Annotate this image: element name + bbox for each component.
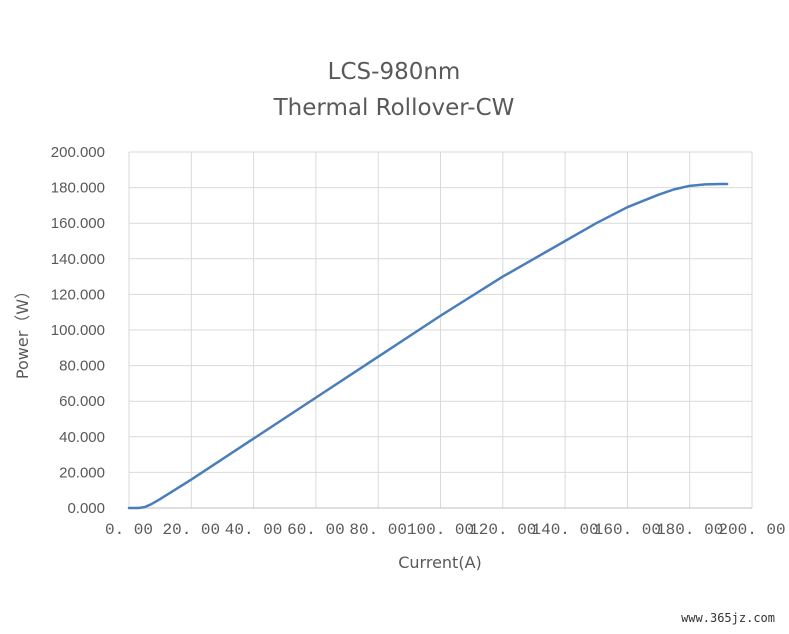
x-tick-label: 120. 00 — [469, 521, 536, 539]
x-tick-label: 180. 00 — [656, 521, 723, 539]
x-tick-label: 40. 00 — [225, 521, 283, 539]
x-tick-label: 200. 00 — [718, 521, 785, 539]
y-tick-label: 120.000 — [51, 286, 105, 303]
x-tick-label: 20. 00 — [162, 521, 220, 539]
x-tick-label: 80. 00 — [349, 521, 407, 539]
chart-title-line-2: Thermal Rollover-CW — [273, 95, 515, 121]
grid — [128, 151, 753, 509]
y-tick-label: 160.000 — [51, 215, 105, 232]
x-tick-label: 140. 00 — [531, 521, 598, 539]
watermark: www.365jz.com — [681, 611, 775, 625]
x-tick-label: 100. 00 — [407, 521, 474, 539]
y-tick-label: 20.000 — [59, 464, 105, 481]
y-tick-label: 180.000 — [51, 180, 105, 197]
y-tick-label: 100.000 — [51, 322, 105, 339]
y-tick-label: 0.000 — [67, 500, 105, 517]
y-tick-label: 200.000 — [51, 144, 105, 161]
x-axis-ticks: 0. 00 20. 00 40. 00 60. 00 80. 00 100. 00120.… — [105, 521, 786, 539]
y-axis-title: Power（W） — [13, 283, 32, 379]
y-tick-label: 140.000 — [51, 251, 105, 268]
series-layer — [127, 182, 729, 510]
y-tick-label: 40.000 — [59, 429, 105, 446]
x-tick-label: 0. 00 — [105, 521, 153, 539]
chart-title-line-1: LCS-980nm — [328, 59, 461, 85]
y-tick-label: 60.000 — [59, 393, 105, 410]
y-tick-label: 80.000 — [59, 358, 105, 375]
series-line — [127, 182, 729, 510]
x-tick-label: 160. 00 — [594, 521, 661, 539]
y-axis-ticks: 0.000 20.000 40.000 60.000 80.000 100.000 120.… — [51, 144, 105, 517]
x-tick-label: 60. 00 — [287, 521, 345, 539]
x-axis-title: Current(A) — [398, 553, 482, 572]
